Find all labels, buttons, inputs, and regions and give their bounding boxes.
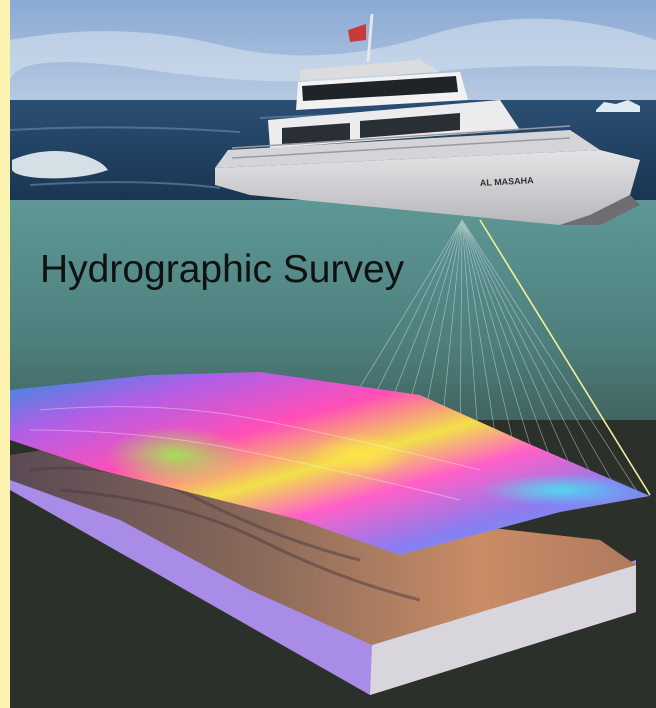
- swath-highlight-cyan: [480, 474, 640, 506]
- left-border: [0, 0, 10, 708]
- vessel-roof: [300, 60, 440, 80]
- seabed-block-front: [370, 565, 636, 695]
- wave-crest: [12, 151, 108, 179]
- seabed-ridges: [29, 466, 421, 602]
- page-title: Hydrographic Survey: [40, 248, 405, 291]
- clouds: [10, 18, 656, 82]
- swath-contours: [29, 406, 481, 501]
- vessel-bridge-windows: [302, 76, 458, 101]
- seabed-block-top: [10, 440, 636, 645]
- swath-highlight-yellow: [310, 433, 410, 477]
- survey-vessel: AL MASAHA: [215, 13, 640, 225]
- vessel-railing: [231, 125, 571, 159]
- swath-highlight-green: [105, 427, 245, 483]
- vessel-hull: [215, 150, 640, 225]
- vessel-mast: [366, 13, 374, 63]
- iceberg: [596, 100, 640, 112]
- tow-line: [479, 219, 651, 496]
- vessel-deck: [215, 130, 600, 168]
- vessel-cabin-windows: [282, 113, 460, 144]
- vessel-name: AL MASAHA: [480, 175, 535, 188]
- vessel-flag: [348, 24, 366, 42]
- vessel-hull-shadow: [560, 195, 640, 225]
